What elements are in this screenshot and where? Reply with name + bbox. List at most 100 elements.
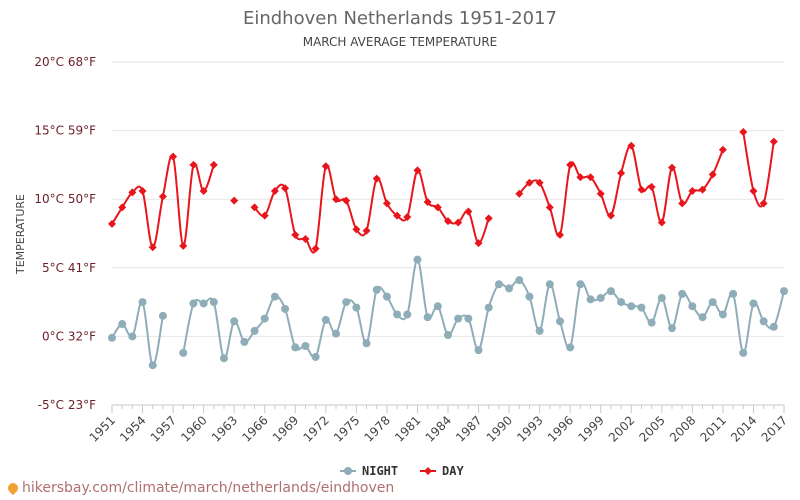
data-point-night[interactable]	[413, 255, 422, 264]
data-point-day[interactable]	[484, 214, 493, 223]
data-point-night[interactable]	[382, 292, 391, 301]
data-point-night[interactable]	[647, 318, 656, 327]
data-point-night[interactable]	[352, 303, 361, 312]
data-point-day[interactable]	[739, 127, 748, 136]
data-point-night[interactable]	[780, 287, 788, 296]
data-point-day[interactable]	[250, 203, 259, 212]
data-point-night[interactable]	[556, 317, 564, 326]
data-point-day[interactable]	[545, 203, 554, 212]
data-point-night[interactable]	[505, 284, 514, 293]
data-point-night[interactable]	[668, 324, 676, 333]
data-point-day[interactable]	[515, 189, 524, 198]
data-point-night[interactable]	[678, 289, 687, 298]
data-point-day[interactable]	[281, 184, 290, 193]
data-point-day[interactable]	[657, 218, 666, 227]
data-point-night[interactable]	[729, 289, 738, 298]
data-point-night[interactable]	[393, 310, 402, 319]
data-point-day[interactable]	[342, 196, 351, 205]
data-point-night[interactable]	[484, 303, 493, 312]
data-point-day[interactable]	[362, 226, 371, 235]
data-point-day[interactable]	[464, 207, 473, 216]
data-point-day[interactable]	[352, 225, 361, 234]
data-point-night[interactable]	[698, 313, 707, 322]
data-point-day[interactable]	[647, 182, 656, 191]
data-point-night[interactable]	[576, 280, 585, 289]
data-point-night[interactable]	[270, 292, 279, 301]
data-point-night[interactable]	[311, 352, 320, 361]
data-point-day[interactable]	[138, 186, 147, 195]
data-point-day[interactable]	[189, 160, 198, 169]
data-point-day[interactable]	[525, 178, 534, 187]
data-point-night[interactable]	[281, 304, 290, 313]
data-point-day[interactable]	[372, 174, 381, 183]
data-point-night[interactable]	[718, 310, 727, 319]
data-point-night[interactable]	[525, 292, 534, 301]
data-point-day[interactable]	[321, 162, 330, 171]
data-point-night[interactable]	[189, 299, 198, 308]
data-point-day[interactable]	[556, 230, 564, 239]
data-point-day[interactable]	[311, 244, 320, 253]
data-point-night[interactable]	[596, 293, 605, 302]
legend-label-night[interactable]: NIGHT	[362, 464, 398, 478]
source-link[interactable]: hikersbay.com/climate/march/netherlands/…	[5, 480, 394, 496]
data-point-day[interactable]	[433, 203, 442, 212]
data-point-night[interactable]	[240, 337, 249, 346]
data-point-day[interactable]	[668, 163, 676, 172]
data-point-night[interactable]	[321, 315, 330, 324]
data-point-night[interactable]	[260, 314, 269, 323]
data-point-day[interactable]	[209, 160, 218, 169]
data-point-night[interactable]	[586, 295, 595, 304]
data-point-day[interactable]	[586, 173, 595, 182]
legend-label-day[interactable]: DAY	[442, 464, 464, 478]
data-point-night[interactable]	[301, 342, 310, 351]
data-point-day[interactable]	[678, 199, 687, 208]
data-point-day[interactable]	[260, 211, 269, 220]
data-point-day[interactable]	[698, 185, 707, 194]
data-point-night[interactable]	[423, 313, 432, 322]
data-point-day[interactable]	[606, 211, 615, 220]
data-point-day[interactable]	[769, 137, 778, 146]
data-point-night[interactable]	[118, 320, 127, 329]
data-point-night[interactable]	[108, 333, 116, 342]
data-point-night[interactable]	[158, 311, 167, 320]
data-point-day[interactable]	[566, 160, 575, 169]
data-point-night[interactable]	[759, 317, 768, 326]
data-point-day[interactable]	[637, 185, 646, 194]
legend[interactable]: NIGHT DAY	[340, 464, 464, 478]
data-point-night[interactable]	[128, 332, 137, 341]
data-point-day[interactable]	[454, 218, 463, 227]
data-point-night[interactable]	[433, 302, 442, 311]
data-point-day[interactable]	[230, 196, 239, 205]
data-point-day[interactable]	[118, 203, 127, 212]
data-point-night[interactable]	[403, 310, 412, 319]
data-point-day[interactable]	[576, 173, 585, 182]
data-point-night[interactable]	[179, 348, 188, 357]
data-point-night[interactable]	[209, 298, 218, 307]
data-point-night[interactable]	[688, 302, 697, 311]
data-point-day[interactable]	[199, 186, 208, 195]
data-point-day[interactable]	[291, 230, 300, 239]
data-point-day[interactable]	[169, 152, 178, 161]
data-point-day[interactable]	[108, 219, 116, 228]
data-point-night[interactable]	[332, 329, 340, 338]
data-point-day[interactable]	[332, 195, 340, 204]
data-point-night[interactable]	[372, 285, 381, 294]
data-point-night[interactable]	[220, 354, 228, 363]
data-point-night[interactable]	[230, 317, 239, 326]
data-point-day[interactable]	[393, 211, 402, 220]
data-point-night[interactable]	[617, 298, 626, 307]
data-point-day[interactable]	[270, 186, 279, 195]
data-point-night[interactable]	[769, 322, 778, 331]
data-point-night[interactable]	[545, 280, 554, 289]
data-point-day[interactable]	[413, 166, 422, 175]
data-point-night[interactable]	[474, 346, 483, 355]
data-point-night[interactable]	[515, 276, 524, 285]
data-point-night[interactable]	[566, 343, 575, 352]
data-point-night[interactable]	[657, 293, 666, 302]
data-point-night[interactable]	[627, 302, 636, 311]
data-point-night[interactable]	[739, 348, 748, 357]
data-point-night[interactable]	[454, 314, 463, 323]
data-point-day[interactable]	[179, 241, 188, 250]
data-point-night[interactable]	[464, 314, 473, 323]
data-point-night[interactable]	[749, 299, 758, 308]
